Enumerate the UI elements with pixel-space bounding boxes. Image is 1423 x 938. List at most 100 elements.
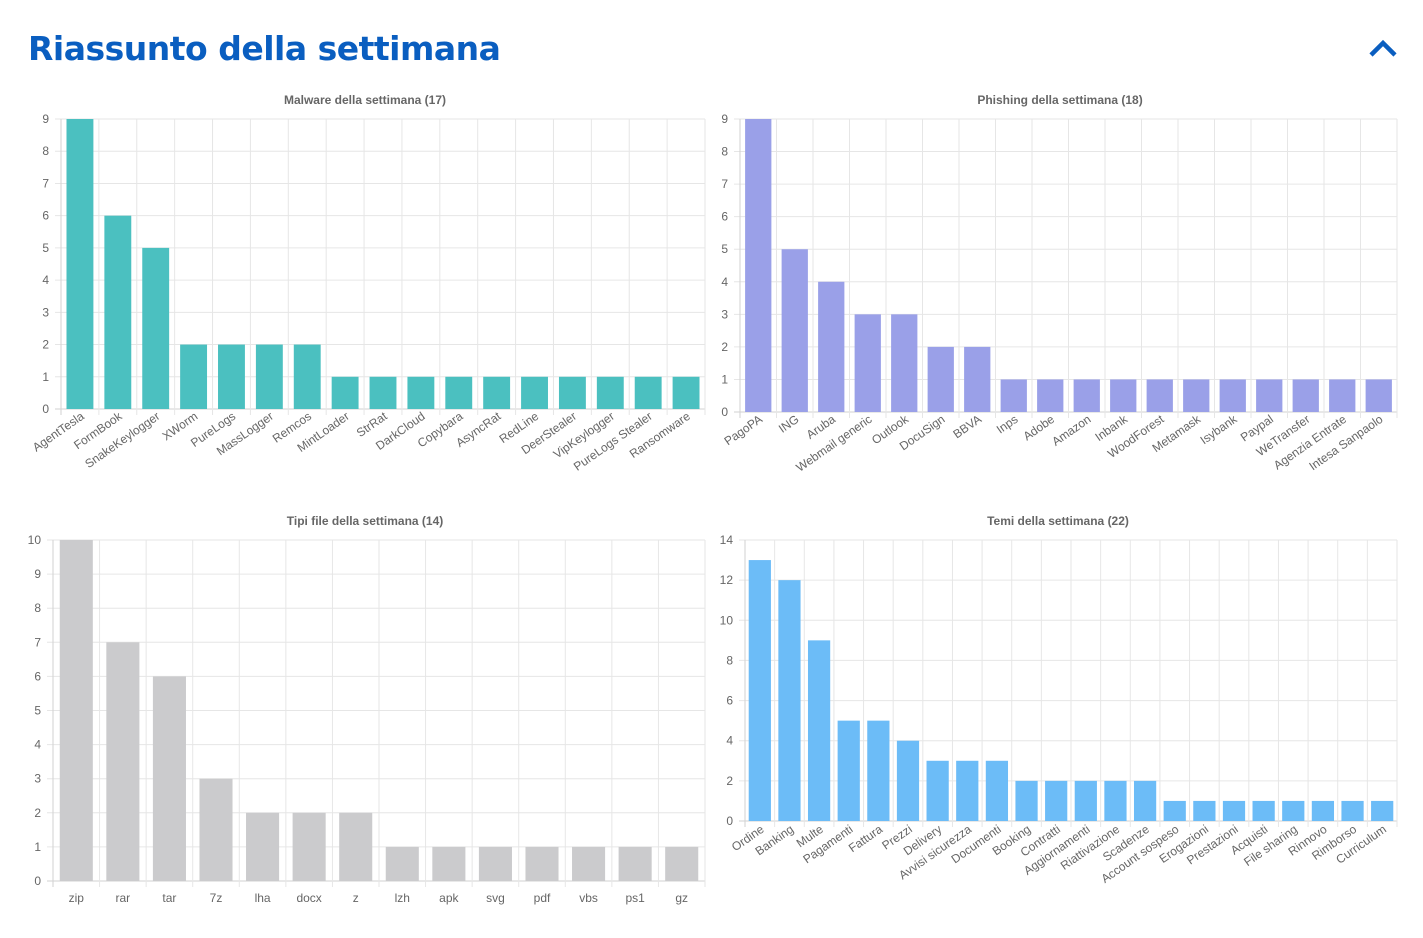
filetypes-bar[interactable] — [292, 812, 326, 881]
filetypes-bar[interactable] — [152, 676, 186, 881]
malware-bar[interactable] — [331, 376, 359, 409]
filetypes-bar[interactable] — [618, 846, 652, 881]
malware-bar[interactable] — [596, 376, 624, 409]
themes-bar[interactable] — [867, 720, 890, 821]
malware-bar[interactable] — [104, 215, 132, 409]
malware-y-tick-label: 3 — [42, 305, 49, 319]
filetypes-bar[interactable] — [246, 812, 280, 881]
themes-bar[interactable] — [1371, 800, 1394, 821]
filetypes-bar[interactable] — [665, 846, 699, 881]
themes-bar[interactable] — [1252, 800, 1275, 821]
malware-bar[interactable] — [142, 247, 170, 409]
malware-bar[interactable] — [293, 344, 321, 409]
filetypes-y-tick-label: 8 — [34, 601, 41, 615]
malware-y-tick-label: 7 — [42, 176, 49, 190]
themes-bar[interactable] — [1015, 780, 1038, 821]
themes-bar[interactable] — [1311, 800, 1335, 821]
filetypes-x-tick-label: lha — [255, 891, 271, 905]
filetypes-bar[interactable] — [572, 846, 606, 881]
phishing-bar[interactable] — [1256, 379, 1283, 412]
phishing-bar[interactable] — [1146, 379, 1173, 412]
themes-bar[interactable] — [778, 580, 801, 821]
malware-bar[interactable] — [255, 344, 283, 409]
phishing-y-tick-label: 8 — [721, 145, 728, 159]
phishing-y-tick-label: 4 — [721, 275, 728, 289]
themes-bar[interactable] — [985, 760, 1009, 821]
themes-bar[interactable] — [1282, 800, 1305, 821]
themes-bar[interactable] — [956, 760, 979, 821]
filetypes-x-tick-label: pdf — [534, 891, 551, 905]
filetypes-bar[interactable] — [525, 846, 559, 881]
themes-bar[interactable] — [837, 720, 860, 821]
themes-bar[interactable] — [926, 760, 949, 821]
themes-chart-title: Temi della settimana (22) — [987, 514, 1129, 528]
page-title: Riassunto della settimana — [28, 29, 501, 68]
malware-bar[interactable] — [180, 344, 208, 409]
filetypes-x-tick-label: lzh — [395, 891, 410, 905]
themes-y-tick-label: 0 — [726, 814, 733, 828]
filetypes-bar[interactable] — [339, 812, 373, 881]
malware-bar[interactable] — [521, 376, 548, 409]
phishing-bar[interactable] — [781, 249, 808, 412]
malware-bar[interactable] — [445, 376, 473, 409]
themes-bar[interactable] — [1193, 800, 1216, 821]
phishing-bar[interactable] — [818, 281, 845, 412]
filetypes-x-tick-label: vbs — [579, 891, 598, 905]
themes-bar[interactable] — [1074, 780, 1097, 821]
phishing-bar[interactable] — [1219, 379, 1246, 412]
phishing-bar[interactable] — [1073, 379, 1100, 412]
filetypes-bar[interactable] — [478, 846, 512, 881]
phishing-bar[interactable] — [1110, 379, 1137, 412]
malware-bar[interactable] — [407, 376, 435, 409]
phishing-bar[interactable] — [1365, 379, 1392, 412]
filetypes-x-tick-label: svg — [486, 891, 505, 905]
phishing-bar[interactable] — [891, 314, 918, 412]
malware-y-tick-label: 0 — [42, 402, 49, 416]
filetypes-y-tick-label: 7 — [34, 635, 41, 649]
themes-bar[interactable] — [1222, 800, 1246, 821]
phishing-bar[interactable] — [1000, 379, 1027, 412]
malware-bar[interactable] — [634, 376, 662, 409]
malware-bar[interactable] — [672, 376, 700, 409]
filetypes-bar[interactable] — [432, 846, 466, 881]
malware-bar[interactable] — [558, 376, 586, 409]
filetypes-x-tick-label: rar — [116, 891, 131, 905]
filetypes-bar[interactable] — [385, 846, 419, 881]
phishing-bar[interactable] — [927, 346, 954, 412]
filetypes-bar[interactable] — [106, 642, 140, 881]
phishing-bar[interactable] — [1183, 379, 1210, 412]
themes-bar[interactable] — [748, 560, 771, 821]
phishing-bar[interactable] — [1037, 379, 1064, 412]
themes-bar[interactable] — [1341, 800, 1364, 821]
themes-bar[interactable] — [807, 640, 831, 821]
themes-bar[interactable] — [1133, 780, 1157, 821]
collapse-button[interactable] — [1364, 34, 1402, 64]
themes-bar[interactable] — [1104, 780, 1127, 821]
malware-bar[interactable] — [369, 376, 397, 409]
filetypes-x-tick-label: apk — [439, 891, 459, 905]
themes-bar[interactable] — [1163, 800, 1186, 821]
filetypes-x-tick-label: ps1 — [625, 891, 645, 905]
phishing-y-tick-label: 1 — [721, 372, 728, 386]
phishing-bar[interactable] — [964, 346, 991, 412]
filetypes-bar[interactable] — [59, 540, 93, 881]
phishing-bar[interactable] — [1292, 379, 1319, 412]
filetypes-x-tick-label: z — [353, 891, 359, 905]
malware-bar[interactable] — [66, 119, 94, 409]
malware-y-tick-label: 8 — [42, 144, 49, 158]
themes-y-tick-label: 8 — [726, 653, 733, 667]
themes-bar[interactable] — [1045, 780, 1068, 821]
malware-y-tick-label: 2 — [42, 338, 49, 352]
phishing-bar[interactable] — [854, 314, 881, 412]
themes-y-tick-label: 10 — [720, 613, 734, 627]
themes-bar[interactable] — [896, 740, 920, 821]
malware-bar[interactable] — [218, 344, 245, 409]
phishing-bar[interactable] — [1329, 379, 1356, 412]
filetypes-bar[interactable] — [199, 778, 233, 881]
malware-bar[interactable] — [483, 376, 511, 409]
phishing-bar[interactable] — [745, 119, 772, 412]
themes-y-tick-label: 12 — [720, 573, 734, 587]
